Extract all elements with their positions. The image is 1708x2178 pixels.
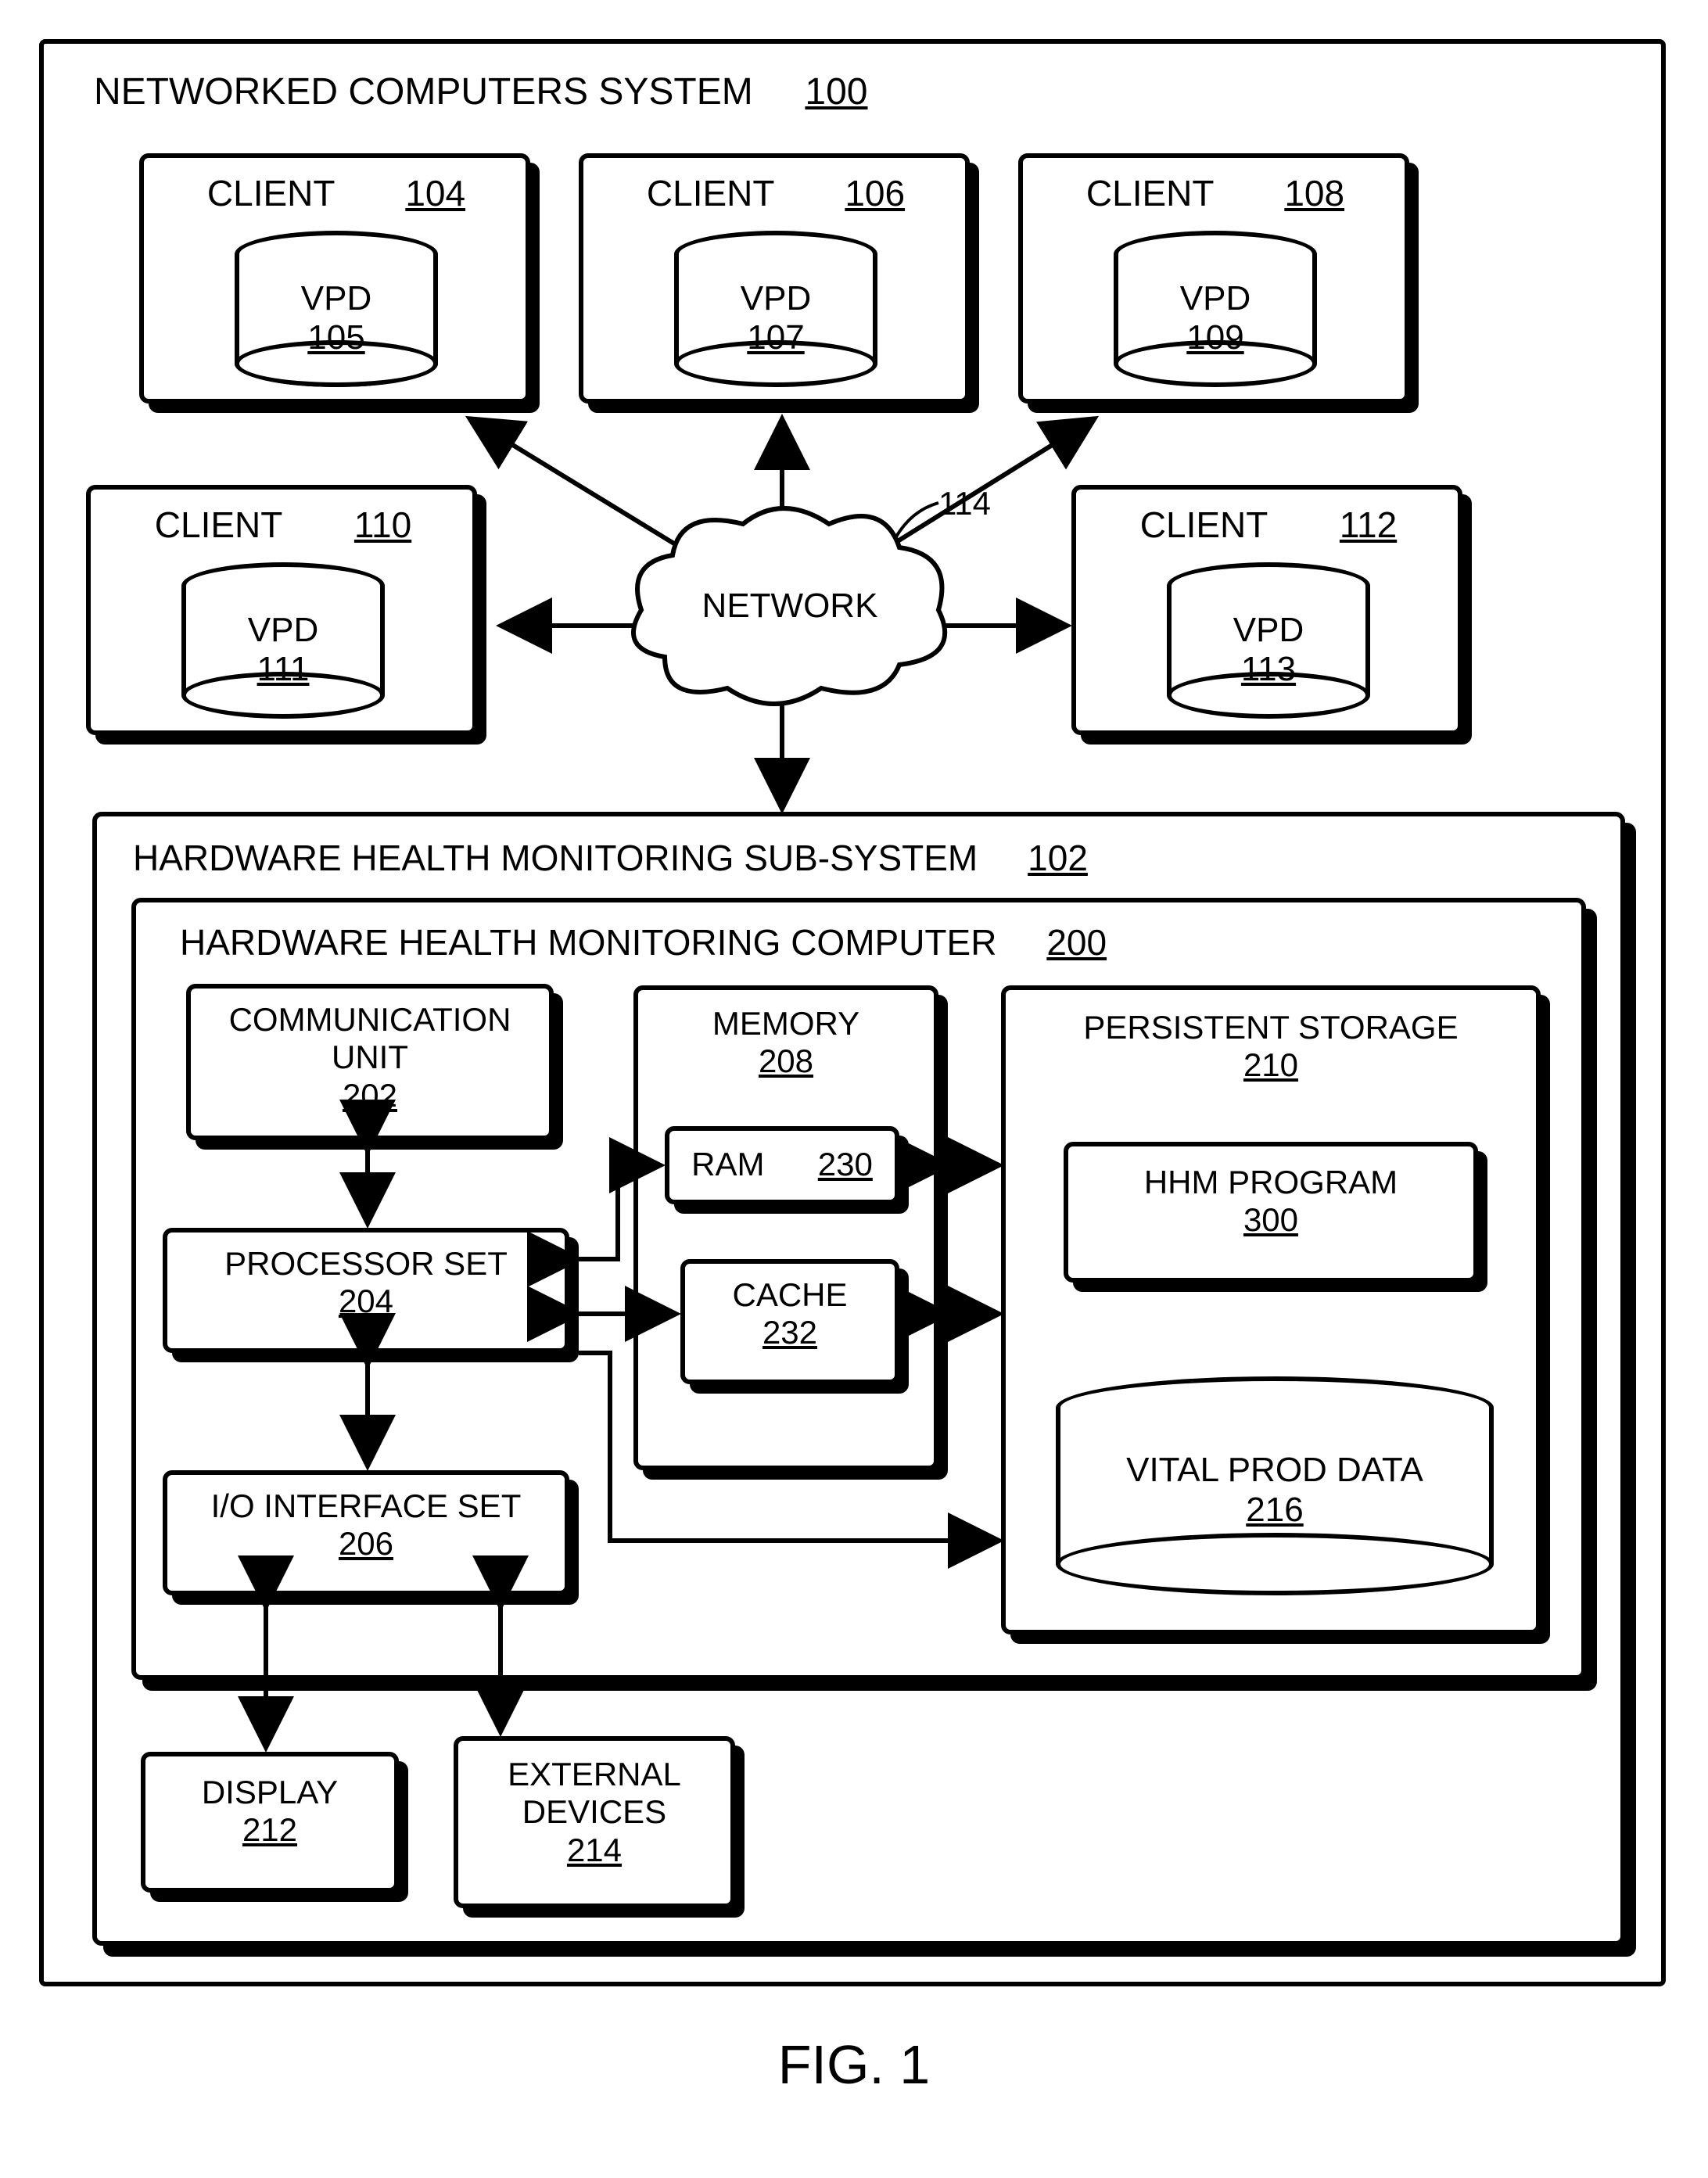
client-108-vpd: VPD 109 — [1114, 231, 1317, 387]
vpd-store-id: 216 — [1246, 1491, 1303, 1529]
client-104-vpd-id: 105 — [307, 318, 364, 357]
client-112-vpd: VPD 113 — [1167, 562, 1370, 719]
subsystem-title: HARDWARE HEALTH MONITORING SUB-SYSTEM 10… — [133, 837, 1088, 879]
client-108-vpd-label: VPD — [1180, 279, 1250, 318]
ext-dev-title: EXTERNALDEVICES — [454, 1756, 735, 1832]
client-110-vpd: VPD 111 — [181, 562, 385, 719]
client-104-title: CLIENT — [207, 172, 336, 214]
figure-page: NETWORKED COMPUTERS SYSTEM 100 CLIENT 10… — [31, 31, 1677, 2147]
client-110-title: CLIENT — [155, 504, 283, 546]
storage-label: PERSISTENT STORAGE 210 — [1001, 1009, 1541, 1085]
cache-id: 232 — [762, 1314, 817, 1351]
client-106-title: CLIENT — [647, 172, 775, 214]
vpd-store-title: VITAL PROD DATA — [1126, 1451, 1423, 1489]
computer-id: 200 — [1046, 922, 1107, 963]
network-text: NETWORK — [702, 587, 878, 625]
client-104-id: 104 — [405, 172, 465, 214]
figure-caption: FIG. 1 — [31, 2033, 1677, 2096]
system-title: NETWORKED COMPUTERS SYSTEM 100 — [94, 70, 868, 113]
network-id: 114 — [938, 485, 991, 522]
cache-title: CACHE — [680, 1276, 899, 1314]
display-id: 212 — [242, 1811, 297, 1848]
client-108-vpd-id: 109 — [1186, 318, 1243, 357]
program-label: HHM PROGRAM 300 — [1064, 1164, 1478, 1240]
client-106-header: CLIENT 106 — [612, 172, 940, 214]
vpd-store: VITAL PROD DATA 216 — [1056, 1376, 1494, 1595]
io-set-id: 206 — [339, 1525, 393, 1562]
memory-title: MEMORY — [633, 1005, 938, 1042]
ext-dev-id: 214 — [567, 1832, 622, 1868]
client-108-title: CLIENT — [1086, 172, 1215, 214]
processor-title: PROCESSOR SET — [163, 1245, 569, 1283]
client-108-id: 108 — [1284, 172, 1344, 214]
client-112-title: CLIENT — [1140, 504, 1268, 546]
program-title: HHM PROGRAM — [1064, 1164, 1478, 1201]
storage-id: 210 — [1243, 1046, 1298, 1083]
system-title-text: NETWORKED COMPUTERS SYSTEM — [94, 71, 753, 113]
client-110-header: CLIENT 110 — [119, 504, 447, 546]
client-104-vpd-label: VPD — [301, 279, 371, 318]
client-108-header: CLIENT 108 — [1051, 172, 1380, 214]
client-106-vpd: VPD 107 — [674, 231, 877, 387]
network-label: NETWORK — [696, 587, 884, 626]
client-112-header: CLIENT 112 — [1104, 504, 1433, 546]
client-112-id: 112 — [1340, 504, 1397, 546]
program-id: 300 — [1243, 1201, 1298, 1238]
client-106-vpd-id: 107 — [747, 318, 804, 357]
client-110-vpd-id: 111 — [257, 650, 310, 688]
computer-title: HARDWARE HEALTH MONITORING COMPUTER 200 — [180, 921, 1107, 963]
subsystem-id: 102 — [1028, 838, 1088, 878]
system-id: 100 — [805, 71, 867, 113]
ram-title: RAM — [691, 1146, 764, 1183]
client-110-vpd-label: VPD — [248, 611, 318, 649]
subsystem-title-text: HARDWARE HEALTH MONITORING SUB-SYSTEM — [133, 838, 978, 878]
comm-unit-id: 202 — [343, 1077, 397, 1114]
processor-id: 204 — [339, 1283, 393, 1319]
client-112-vpd-id: 113 — [1241, 650, 1296, 688]
ram-label: RAM 230 — [665, 1146, 899, 1183]
processor-label: PROCESSOR SET 204 — [163, 1245, 569, 1321]
io-set-title: I/O INTERFACE SET — [163, 1487, 569, 1525]
client-110-id: 110 — [354, 504, 411, 546]
ext-dev-label: EXTERNALDEVICES 214 — [454, 1756, 735, 1869]
memory-id: 208 — [759, 1042, 813, 1079]
memory-label: MEMORY 208 — [633, 1005, 938, 1081]
client-106-id: 106 — [845, 172, 905, 214]
client-112-vpd-label: VPD — [1233, 611, 1304, 649]
display-title: DISPLAY — [141, 1774, 399, 1811]
comm-unit-label: COMMUNICATIONUNIT 202 — [186, 1001, 554, 1114]
cache-label: CACHE 232 — [680, 1276, 899, 1352]
io-set-label: I/O INTERFACE SET 206 — [163, 1487, 569, 1563]
display-label: DISPLAY 212 — [141, 1774, 399, 1850]
client-104-header: CLIENT 104 — [172, 172, 501, 214]
client-106-vpd-label: VPD — [741, 279, 811, 318]
ram-id: 230 — [818, 1146, 873, 1183]
client-104-vpd: VPD 105 — [235, 231, 438, 387]
comm-unit-title: COMMUNICATIONUNIT — [186, 1001, 554, 1077]
computer-title-text: HARDWARE HEALTH MONITORING COMPUTER — [180, 922, 996, 963]
storage-title: PERSISTENT STORAGE — [1001, 1009, 1541, 1046]
